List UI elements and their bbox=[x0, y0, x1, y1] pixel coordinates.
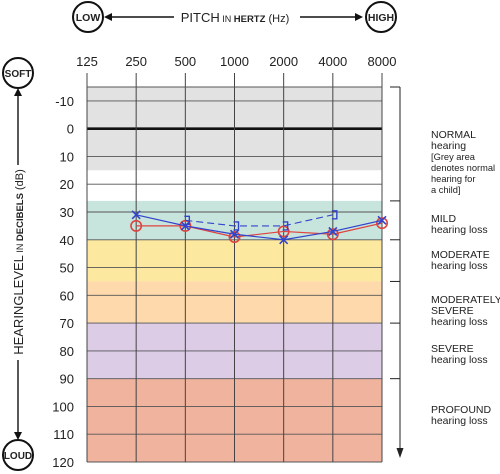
down-arrowhead bbox=[14, 432, 22, 440]
legend-title: MILD bbox=[431, 213, 457, 225]
legend-line: hearing loss bbox=[431, 415, 488, 427]
chart-title: PITCH IN HERTZ (Hz) bbox=[181, 10, 290, 25]
x-tick-label: 1000 bbox=[220, 54, 249, 69]
y-tick-label: 40 bbox=[60, 233, 74, 248]
x-series-line bbox=[136, 214, 383, 241]
legend-line: hearing loss bbox=[431, 354, 488, 366]
x-marker bbox=[377, 215, 387, 225]
y-tick-label: 0 bbox=[67, 122, 74, 137]
bracket-marker bbox=[282, 221, 289, 231]
y-tick-label: 80 bbox=[60, 344, 74, 359]
up-arrowhead bbox=[14, 88, 22, 96]
circle-series-line bbox=[136, 222, 383, 238]
high-badge-circle bbox=[365, 1, 397, 33]
title-unit: HERTZ bbox=[234, 14, 266, 25]
x-tick-label: 125 bbox=[76, 54, 98, 69]
title-in: IN bbox=[220, 14, 234, 24]
title-prefix: PITCH bbox=[181, 10, 220, 25]
legend-title: SEVERE bbox=[431, 343, 474, 355]
legend-line: hearing loss bbox=[431, 260, 488, 272]
title-paren: (Hz) bbox=[265, 13, 289, 25]
y-tick-label: -10 bbox=[55, 94, 74, 109]
y-tick-label: 120 bbox=[52, 455, 74, 470]
axes: 125 250 500 1000 2000 4000 8000 -10 0 10 20 30 40 50 6… bbox=[52, 54, 396, 470]
x-marker bbox=[131, 210, 141, 220]
x-tick-label: 2000 bbox=[269, 54, 298, 69]
y-tick-label: 10 bbox=[60, 149, 74, 164]
legend-title: NORMAL bbox=[431, 129, 476, 141]
legend-line: a child] bbox=[431, 185, 460, 195]
legend-line: denotes normal bbox=[431, 163, 495, 173]
y-tick-label: 30 bbox=[60, 205, 74, 220]
x-marker bbox=[180, 221, 190, 231]
header: LOW HIGH PITCH IN HERTZ (Hz) SOFT LOUD HEARIN… bbox=[2, 1, 397, 471]
y-tick-label: 110 bbox=[53, 427, 74, 442]
ylabel-main: HEARINGLEVEL bbox=[11, 255, 26, 355]
legend-title: MODERATE bbox=[431, 249, 490, 261]
x-tick-label: 4000 bbox=[318, 54, 347, 69]
legend-title: PROFOUND bbox=[431, 404, 492, 416]
legend-arrowhead bbox=[396, 448, 404, 458]
ylabel-unit: DECIBELS bbox=[15, 193, 26, 241]
x-marker bbox=[328, 226, 338, 237]
legend-line: hearing loss bbox=[431, 224, 488, 236]
legend-line: hearing for bbox=[431, 174, 475, 184]
circle-marker bbox=[130, 219, 143, 232]
loud-badge: LOUD bbox=[4, 451, 32, 462]
high-badge: HIGH bbox=[368, 12, 394, 24]
bracket-marker bbox=[184, 215, 191, 226]
bracket-marker bbox=[331, 210, 338, 220]
circle-marker bbox=[277, 225, 290, 238]
low-badge-circle bbox=[72, 1, 104, 33]
low-badge: LOW bbox=[76, 12, 101, 24]
y-axis-label: HEARINGLEVEL IN DECIBELS (dB) bbox=[11, 169, 26, 355]
y-tick-label: 100 bbox=[52, 399, 74, 414]
legend-line: hearing loss bbox=[431, 316, 488, 328]
x-tick-label: 500 bbox=[174, 54, 196, 69]
ylabel-in: IN bbox=[15, 241, 25, 255]
legend-title: MODERATELY bbox=[431, 294, 500, 306]
bracket-marker bbox=[233, 221, 240, 231]
legend-line: [Grey area bbox=[431, 152, 476, 162]
x-tick-label: 250 bbox=[125, 54, 147, 69]
x-marker bbox=[279, 235, 289, 245]
y-tick-label: 70 bbox=[60, 316, 74, 331]
right-arrowhead bbox=[355, 13, 363, 21]
circle-marker bbox=[228, 231, 241, 244]
y-tick-label: 60 bbox=[60, 288, 74, 303]
y-tick-label: 50 bbox=[60, 261, 74, 276]
data-series bbox=[130, 210, 388, 245]
circle-marker bbox=[326, 228, 339, 241]
y-tick-label: 90 bbox=[60, 372, 74, 387]
grid bbox=[86, 73, 383, 463]
bracket-series-line bbox=[185, 214, 333, 227]
x-marker bbox=[229, 229, 240, 239]
soft-badge: SOFT bbox=[5, 69, 32, 80]
y-tick-label: 20 bbox=[60, 177, 74, 192]
x-tick-label: 8000 bbox=[368, 54, 397, 69]
left-arrowhead bbox=[104, 13, 112, 21]
legend-line: hearing bbox=[431, 140, 466, 152]
ylabel-paren: (dB) bbox=[14, 169, 26, 193]
legend-line: SEVERE bbox=[431, 305, 474, 317]
circle-marker bbox=[375, 217, 388, 230]
